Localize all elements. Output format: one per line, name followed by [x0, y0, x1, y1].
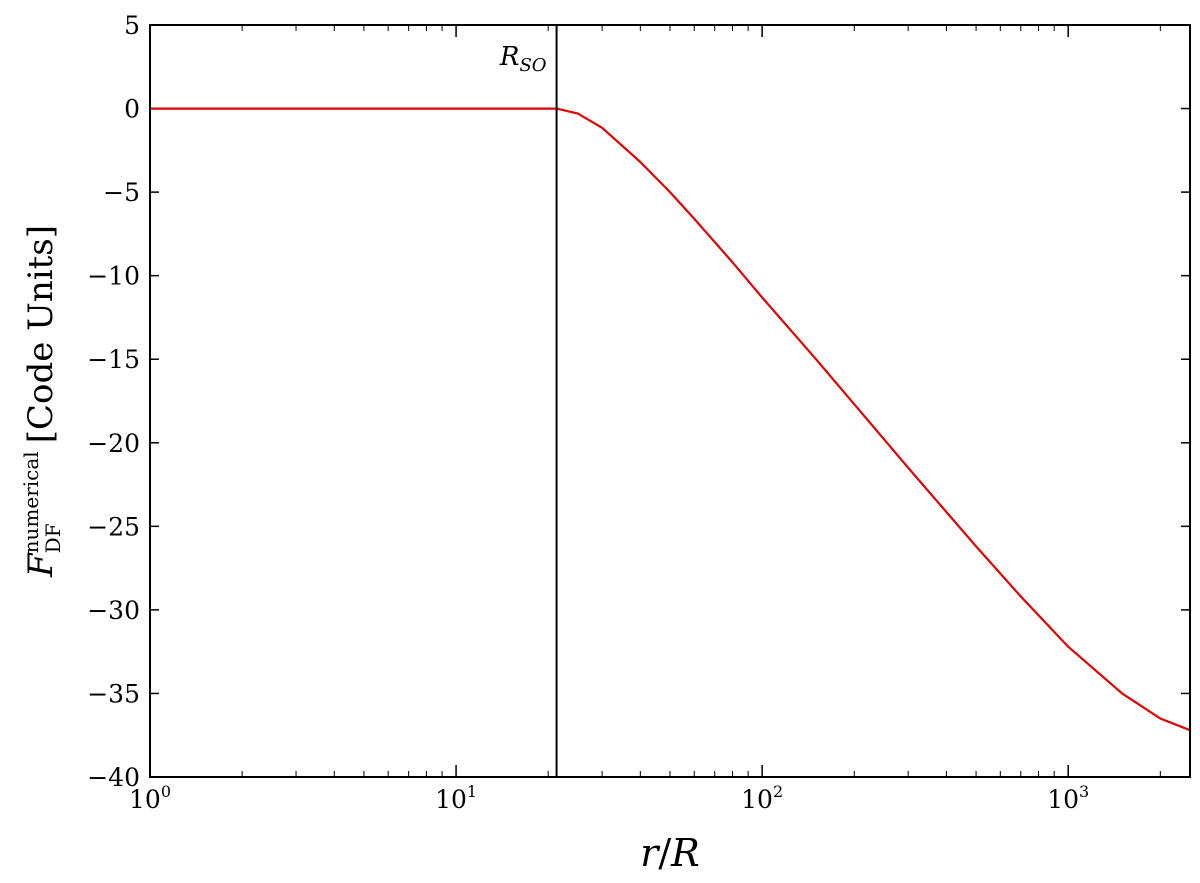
y-tick-label: −20	[87, 429, 140, 458]
x-axis-label-slash: /	[658, 831, 671, 875]
y-tick-label: −40	[87, 763, 140, 792]
plot-frame	[149, 24, 1191, 778]
y-tick-label: −5	[103, 178, 140, 207]
x-tick-label: 101	[435, 782, 477, 814]
x-tick-label: 102	[741, 782, 783, 814]
x-tick-label: 100	[129, 782, 171, 814]
x-tick-labels: 100 101 102 103	[129, 782, 1089, 814]
x-tick-label: 103	[1047, 782, 1089, 814]
y-axis-label-sup: numerical	[19, 451, 43, 553]
series-line	[150, 107, 1191, 732]
y-tick-label: −10	[87, 262, 140, 291]
vertical-marker-label-sub: SO	[519, 55, 546, 76]
y-tick-label: 0	[124, 95, 140, 124]
vertical-marker-label-main: R	[499, 42, 520, 72]
y-tick-label: −35	[87, 679, 140, 708]
y-axis-label: FnumericalDF [Code Units]	[19, 225, 65, 578]
y-tick-label: −25	[87, 512, 140, 541]
y-tick-label: −15	[87, 345, 140, 374]
vertical-marker-label: RSO	[499, 42, 547, 76]
x-axis-label: r/R	[640, 831, 700, 875]
y-axis-label-sub: DF	[41, 523, 65, 553]
series-layer	[150, 107, 1191, 732]
y-tick-label: −30	[87, 596, 140, 625]
y-axis-label-units: [Code Units]	[21, 225, 61, 443]
x-axis-label-var2: R	[670, 831, 700, 875]
x-axis-label-var1: r	[640, 831, 661, 875]
y-tick-label: 5	[124, 11, 140, 40]
y-tick-labels: 5 0 −5 −10 −15 −20 −25 −30 −35 −40	[87, 11, 140, 792]
tick-marks	[149, 24, 1190, 778]
y-axis-label-symbol: F	[21, 552, 61, 578]
